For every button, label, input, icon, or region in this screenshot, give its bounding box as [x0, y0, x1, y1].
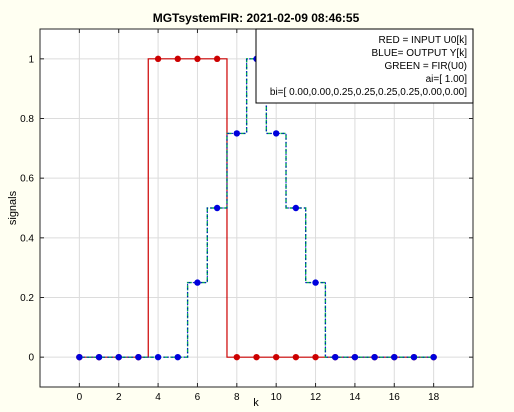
x-axis-label: k	[253, 397, 259, 409]
red-point	[253, 353, 260, 361]
blue-point	[154, 353, 162, 361]
x-tick-label: 14	[349, 392, 361, 403]
blue-point	[371, 353, 378, 361]
red-point	[292, 353, 300, 361]
red-point	[312, 353, 319, 361]
y-tick-label: 1	[28, 54, 34, 65]
blue-point	[76, 353, 83, 361]
blue-point	[430, 353, 437, 361]
red-point	[213, 55, 221, 63]
blue-point	[312, 279, 319, 286]
red-point	[154, 55, 162, 63]
blue-point	[391, 353, 398, 361]
blue-point	[135, 353, 142, 361]
x-tick-label: 6	[195, 392, 201, 403]
blue-point	[332, 353, 339, 361]
blue-point	[410, 353, 418, 361]
legend-line-4: ai=[ 1.00]	[426, 74, 468, 85]
x-tick-label: 2	[116, 392, 122, 403]
legend-line-2: BLUE= OUTPUT Y[k]	[372, 48, 468, 59]
blue-point	[233, 130, 241, 137]
blue-point	[95, 353, 103, 361]
chart-title: MGTsystemFIR: 2021-02-09 08:46:55	[153, 11, 360, 25]
y-tick-label: 0.2	[20, 293, 34, 304]
series-2	[76, 55, 437, 361]
blue-point	[292, 204, 300, 212]
y-tick-label: 0	[28, 353, 34, 364]
blue-point	[194, 279, 201, 286]
y-axis-label: signals	[7, 190, 19, 225]
y-tick-label: 0.8	[20, 114, 34, 125]
legend: RED = INPUT U0[k] BLUE= OUTPUT Y[k] GREE…	[255, 28, 474, 104]
x-tick-label: 16	[389, 392, 401, 403]
blue-point	[272, 130, 280, 137]
legend-box	[255, 28, 474, 104]
x-tick-label: 4	[155, 392, 161, 403]
tick-layer: 0 2 4 6 8 10 12 14 16 18 0 0.2 0.4 0.6 0.8 1	[20, 29, 473, 403]
y-tick-label: 0.4	[20, 233, 34, 244]
blue-point	[351, 353, 359, 361]
red-point	[272, 353, 280, 361]
x-tick-label: 8	[234, 392, 240, 403]
x-tick-label: 0	[77, 392, 83, 403]
y-tick-label: 0.6	[20, 174, 34, 185]
series-layer	[76, 55, 437, 361]
blue-point	[213, 204, 221, 212]
legend-line-1: RED = INPUT U0[k]	[379, 35, 468, 46]
red-point	[194, 55, 201, 63]
red-point	[174, 55, 181, 63]
x-tick-label: 12	[310, 392, 322, 403]
legend-line-5: bi=[ 0.00,0.00,0.25,0.25,0.25,0.25,0.00,…	[270, 87, 467, 98]
legend-line-3: GREEN = FIR(U0)	[384, 61, 467, 72]
x-tick-label: 18	[428, 392, 440, 403]
blue-point	[115, 353, 122, 361]
x-tick-label: 10	[271, 392, 283, 403]
blue-point	[174, 353, 181, 361]
red-point	[233, 353, 241, 361]
